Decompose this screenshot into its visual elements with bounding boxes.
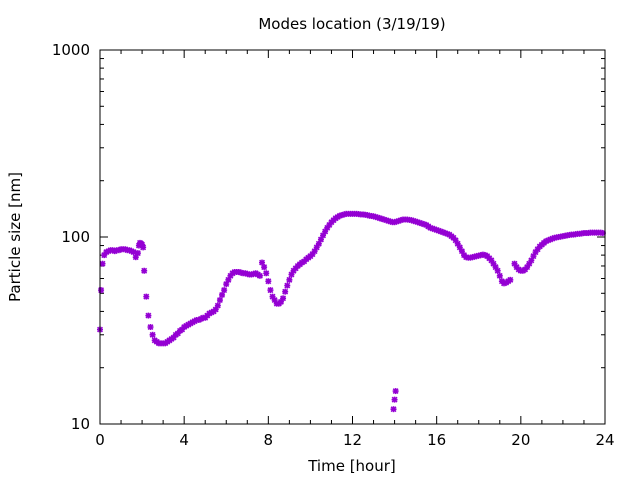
data-point [392, 388, 399, 395]
data-point [140, 244, 147, 251]
chart-title: Modes location (3/19/19) [258, 15, 445, 33]
data-point [261, 264, 268, 271]
y-tick-label: 100 [61, 228, 90, 246]
data-point [143, 293, 150, 300]
data-point [494, 267, 501, 274]
data-point [98, 287, 105, 294]
data-point [284, 282, 291, 289]
data-point [99, 260, 106, 267]
data-points [97, 210, 606, 413]
x-tick-label: 0 [95, 431, 105, 449]
data-point [390, 406, 397, 413]
data-point [141, 267, 148, 274]
x-tick-label: 8 [264, 431, 274, 449]
x-tick-label: 4 [179, 431, 189, 449]
data-point [280, 295, 287, 302]
data-point [221, 287, 228, 294]
x-axis-label: Time [hour] [307, 457, 396, 475]
plot-frame [99, 49, 606, 425]
data-point [219, 291, 226, 298]
y-axis-label: Particle size [nm] [6, 172, 24, 302]
data-point [256, 272, 263, 279]
data-point [147, 324, 154, 331]
x-tick-label: 16 [427, 431, 446, 449]
tick-labels: 0 4 8 12 16 20 24 10 100 1000 [52, 41, 615, 449]
data-point [286, 276, 293, 283]
x-tick-label: 12 [343, 431, 362, 449]
data-point [496, 272, 503, 279]
data-point [507, 276, 514, 283]
data-point [214, 302, 221, 309]
x-tick-label: 24 [595, 431, 614, 449]
x-tick-label: 20 [511, 431, 530, 449]
y-tick-label: 1000 [52, 41, 90, 59]
data-point [267, 287, 274, 294]
data-point [265, 278, 272, 285]
data-point [263, 270, 270, 277]
data-point [282, 288, 289, 295]
y-tick-label: 10 [71, 415, 90, 433]
data-point [391, 396, 398, 403]
data-point [145, 312, 152, 319]
axis-ticks [99, 49, 606, 425]
data-point [130, 249, 137, 256]
data-point [149, 331, 156, 338]
data-point [216, 297, 223, 304]
data-point [134, 250, 141, 257]
